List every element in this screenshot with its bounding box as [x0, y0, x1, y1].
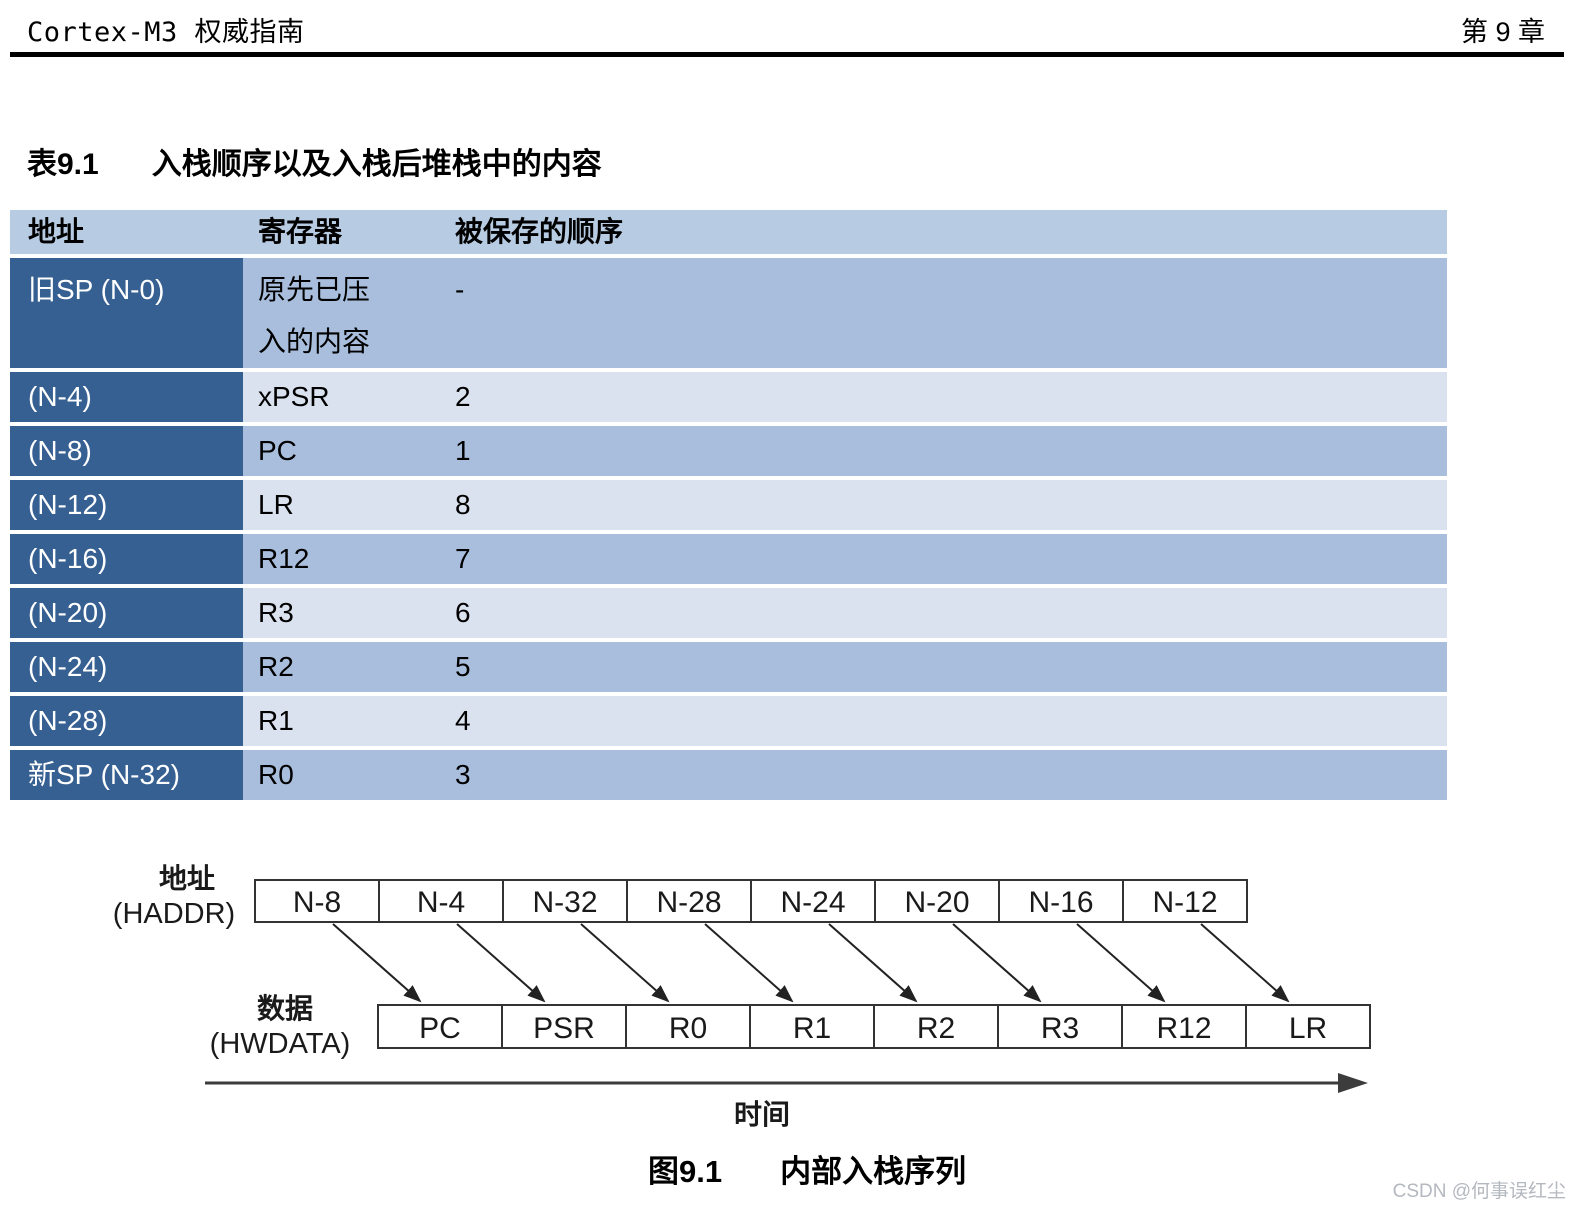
order-cell: 3 — [455, 759, 471, 790]
data-box-label: R12 — [1156, 1012, 1211, 1045]
order-cell: 6 — [455, 597, 471, 628]
register-cell: 原先已压入的内容 — [243, 258, 455, 368]
address-box-label: N-32 — [532, 886, 597, 919]
address-box — [750, 879, 876, 923]
column-header-register: 寄存器 — [258, 216, 343, 247]
table-title-text: 入栈顺序以及入栈后堆栈中的内容 — [151, 148, 602, 181]
order-cell: 7 — [455, 543, 471, 574]
table-row: (N-16) R12 7 — [10, 534, 1447, 584]
figure-caption-number: 图9.1 — [648, 1154, 723, 1189]
table-row: 旧SP (N-0) 原先已压入的内容 - — [10, 258, 1447, 368]
address-box-label: N-16 — [1028, 886, 1093, 919]
data-box-label: PC — [419, 1012, 461, 1045]
stack-arrow — [1076, 923, 1166, 1003]
data-box-label: R2 — [917, 1012, 955, 1045]
address-box — [254, 879, 380, 923]
address-box — [502, 879, 628, 923]
pushing-sequence-diagram: 地址 (HADDR) 数据 (HWDATA) N-8 N-4 N-32 N-28… — [113, 863, 1371, 1130]
table-header-row: 地址 寄存器 被保存的顺序 — [10, 210, 1447, 254]
watermark: CSDN @何事误红尘 — [1392, 1181, 1566, 1202]
address-cell: (N-16) — [10, 534, 243, 584]
address-box-label: N-24 — [780, 886, 845, 919]
table-title: 表9.1 入栈顺序以及入栈后堆栈中的内容 — [27, 139, 602, 183]
data-row-label: 数据 — [257, 993, 313, 1024]
address-cell: 新SP (N-32) — [10, 750, 243, 800]
address-cell: (N-28) — [10, 696, 243, 746]
register-cell: R3 — [258, 597, 294, 628]
book-title: Cortex-M3 权威指南 — [27, 17, 305, 48]
address-cell: (N-20) — [10, 588, 243, 638]
table-row: (N-12) LR 8 — [10, 480, 1447, 530]
address-box-label: N-20 — [904, 886, 969, 919]
data-box — [377, 1004, 503, 1049]
register-cell: xPSR — [258, 381, 330, 412]
table-row: (N-4) xPSR 2 — [10, 372, 1447, 422]
address-box — [998, 879, 1124, 923]
data-box-label: R3 — [1041, 1012, 1079, 1045]
stack-arrow — [456, 923, 546, 1003]
data-box-label: PSR — [533, 1012, 595, 1045]
address-box — [1122, 879, 1248, 923]
address-cell: (N-12) — [10, 480, 243, 530]
address-cell: (N-24) — [10, 642, 243, 692]
column-header-order: 被保存的顺序 — [455, 216, 624, 247]
register-cell: PC — [258, 435, 297, 466]
address-row-label: 地址 — [159, 863, 215, 894]
table-row: (N-8) PC 1 — [10, 426, 1447, 476]
address-box-label: N-12 — [1152, 886, 1217, 919]
table-row: (N-20) R3 6 — [10, 588, 1447, 638]
data-box-label: LR — [1289, 1012, 1327, 1045]
chapter-label: 第 9 章 — [1460, 17, 1545, 47]
data-box-label: R0 — [669, 1012, 707, 1045]
table-row: 新SP (N-32) R0 3 — [10, 750, 1447, 800]
address-cell: 旧SP (N-0) — [10, 258, 243, 368]
address-cell: (N-4) — [10, 372, 243, 422]
address-box-label: N-4 — [417, 886, 465, 919]
stack-arrow — [704, 923, 794, 1003]
data-box-label: R1 — [793, 1012, 831, 1045]
address-box-label: N-8 — [293, 886, 341, 919]
data-box — [1245, 1004, 1371, 1049]
register-cell: R12 — [258, 543, 310, 574]
stack-arrow — [1200, 923, 1290, 1003]
order-cell: 1 — [455, 435, 471, 466]
address-cell: (N-8) — [10, 426, 243, 476]
column-header-address: 地址 — [28, 216, 85, 247]
address-row-sublabel: (HADDR) — [113, 898, 235, 930]
order-cell: 5 — [455, 651, 471, 682]
time-axis-arrowhead — [1338, 1073, 1368, 1093]
order-cell: 4 — [455, 705, 471, 736]
address-box — [378, 879, 504, 923]
stack-table: 地址 寄存器 被保存的顺序 旧SP (N-0) 原先已压入的内容 - (N-4)… — [10, 210, 1447, 800]
stack-arrow — [332, 923, 422, 1003]
register-cell: R2 — [258, 651, 294, 682]
register-cell-text: 原先已压入的内容 — [258, 274, 371, 357]
register-cell: R0 — [258, 759, 294, 790]
data-box — [873, 1004, 999, 1049]
data-box — [501, 1004, 627, 1049]
address-box — [874, 879, 1000, 923]
stack-arrow — [952, 923, 1042, 1003]
stack-arrow — [580, 923, 670, 1003]
time-axis-label: 时间 — [734, 1099, 790, 1130]
order-cell: 2 — [455, 381, 471, 412]
order-cell: 8 — [455, 489, 471, 520]
order-cell: - — [455, 274, 465, 305]
data-box — [749, 1004, 875, 1049]
address-box-label: N-28 — [656, 886, 721, 919]
table-title-number: 表9.1 — [27, 148, 99, 181]
figure-caption: 图9.1 内部入栈序列 — [648, 1146, 966, 1191]
stack-arrow — [828, 923, 918, 1003]
figure-caption-text: 内部入栈序列 — [780, 1154, 967, 1189]
data-box — [997, 1004, 1123, 1049]
table-row: (N-28) R1 4 — [10, 696, 1447, 746]
table-row: (N-24) R2 5 — [10, 642, 1447, 692]
register-cell: LR — [258, 489, 294, 520]
data-row-sublabel: (HWDATA) — [210, 1028, 351, 1060]
header-rule — [10, 52, 1564, 57]
register-cell: R1 — [258, 705, 294, 736]
